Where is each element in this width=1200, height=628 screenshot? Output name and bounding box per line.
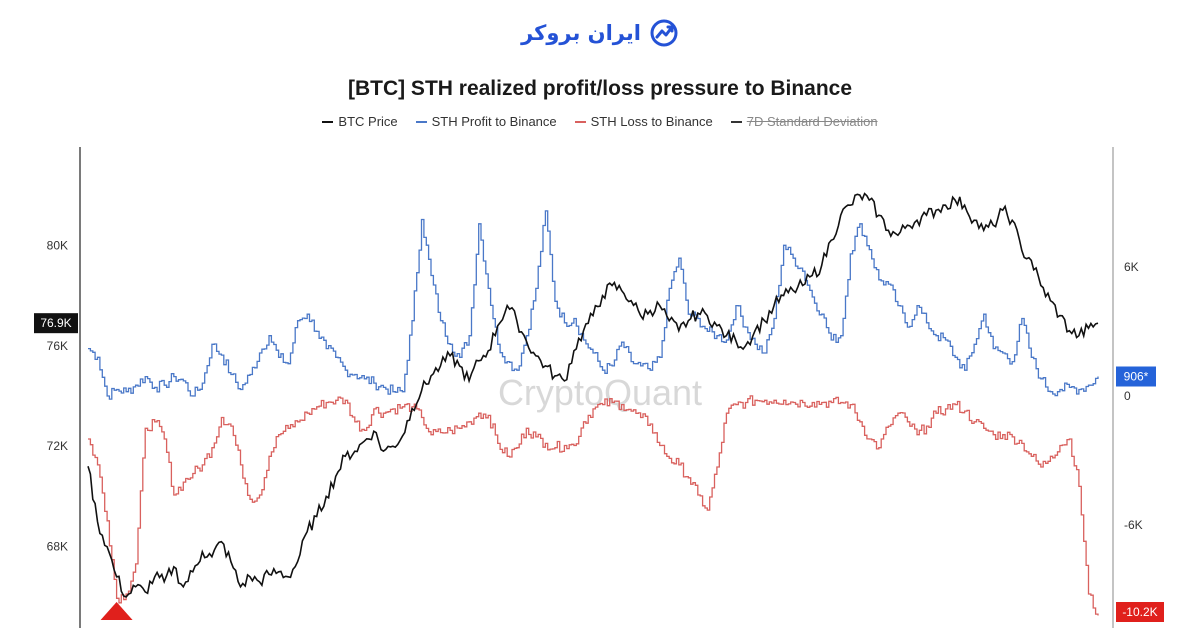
series-layer <box>87 192 1099 620</box>
legend-item-2[interactable]: STH Loss to Binance <box>574 114 713 129</box>
trend-chart-logo-icon <box>650 19 678 47</box>
series-line-2 <box>88 395 1099 616</box>
watermark: CryptoQuant <box>498 372 702 413</box>
legend-label: BTC Price <box>338 114 398 129</box>
right-tick-label: 6K <box>1124 260 1139 274</box>
legend-swatch <box>415 120 427 123</box>
series-line-1 <box>88 210 1099 400</box>
legend-item-3[interactable]: 7D Standard Deviation <box>730 114 878 129</box>
brand-header: ایران بروکر <box>0 18 1200 48</box>
legend-item-1[interactable]: STH Profit to Binance <box>415 114 557 129</box>
legend-label: STH Profit to Binance <box>431 114 557 129</box>
btc-price-badge-bg <box>34 313 78 334</box>
bottom-marker-triangle <box>100 602 133 620</box>
legend-swatch <box>322 120 334 123</box>
brand-name: ایران بروکر <box>521 21 641 45</box>
right-axis-ticks: 6K 0 -6K <box>1124 260 1143 532</box>
sth-profit-badge: 906* <box>1124 369 1149 383</box>
btc-price-badge: 76.9K <box>40 316 71 330</box>
right-tick-label: 0 <box>1124 389 1131 403</box>
current-value-badges: 76.9K 906* -10.2K <box>34 313 1164 622</box>
sth-profit-badge-bg <box>1116 366 1156 387</box>
sth-loss-badge-bg <box>1116 602 1164 622</box>
left-tick-label: 68K <box>47 540 68 554</box>
chart-legend: BTC Price STH Profit to Binance STH Loss t… <box>0 114 1200 129</box>
left-axis-ticks: 80K 76K 72K 68K <box>47 238 68 553</box>
sth-loss-badge: -10.2K <box>1122 605 1157 619</box>
legend-swatch <box>730 120 742 123</box>
right-tick-label: -6K <box>1124 518 1143 532</box>
left-tick-label: 72K <box>47 439 68 453</box>
left-tick-label: 80K <box>47 238 68 252</box>
legend-label: 7D Standard Deviation <box>746 114 878 129</box>
left-tick-label: 76K <box>47 339 68 353</box>
legend-label: STH Loss to Binance <box>590 114 713 129</box>
chart-title: [BTC] STH realized profit/loss pressure … <box>347 77 853 100</box>
legend-item-0[interactable]: BTC Price <box>322 114 398 129</box>
legend-swatch <box>574 120 586 123</box>
series-line-0 <box>87 192 1099 598</box>
